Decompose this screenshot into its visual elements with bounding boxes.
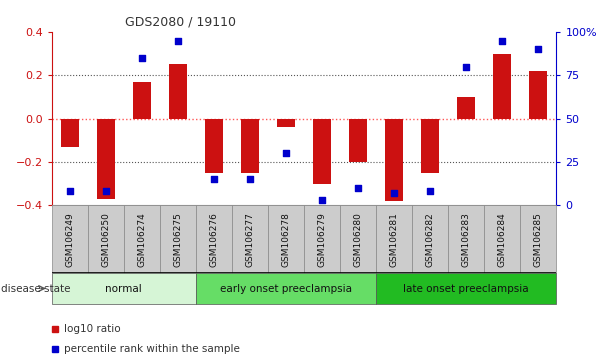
- Text: GSM106281: GSM106281: [390, 212, 399, 267]
- Bar: [88, 205, 124, 273]
- Bar: [520, 205, 556, 273]
- Point: [281, 150, 291, 156]
- Bar: [530, 71, 547, 119]
- Bar: [52, 273, 196, 304]
- Bar: [313, 119, 331, 184]
- Text: normal: normal: [105, 284, 142, 293]
- Text: GSM106249: GSM106249: [65, 212, 74, 267]
- Bar: [52, 205, 88, 273]
- Bar: [457, 97, 475, 119]
- Bar: [493, 53, 511, 119]
- Text: GSM106285: GSM106285: [534, 212, 543, 267]
- Bar: [421, 119, 439, 173]
- Bar: [196, 205, 232, 273]
- Point: [533, 46, 543, 52]
- Text: GSM106282: GSM106282: [426, 212, 435, 267]
- Point: [65, 189, 75, 194]
- Bar: [385, 119, 403, 201]
- Point: [389, 190, 399, 196]
- Text: log10 ratio: log10 ratio: [64, 324, 120, 334]
- Text: GSM106280: GSM106280: [354, 212, 362, 267]
- Bar: [169, 64, 187, 119]
- Bar: [340, 205, 376, 273]
- Point: [317, 197, 327, 203]
- Text: GSM106284: GSM106284: [498, 212, 506, 267]
- Text: GSM106275: GSM106275: [173, 212, 182, 267]
- Text: GDS2080 / 19110: GDS2080 / 19110: [125, 16, 236, 29]
- Bar: [205, 119, 223, 173]
- Text: late onset preeclampsia: late onset preeclampsia: [403, 284, 529, 293]
- Text: GSM106250: GSM106250: [102, 212, 110, 267]
- Bar: [124, 205, 160, 273]
- Point: [137, 55, 147, 61]
- Bar: [196, 273, 376, 304]
- Point: [101, 189, 111, 194]
- Point: [426, 189, 435, 194]
- Bar: [97, 119, 115, 199]
- Bar: [160, 205, 196, 273]
- Bar: [232, 205, 268, 273]
- Text: early onset preeclampsia: early onset preeclampsia: [220, 284, 352, 293]
- Text: GSM106278: GSM106278: [282, 212, 291, 267]
- Bar: [412, 205, 448, 273]
- Text: GSM106276: GSM106276: [209, 212, 218, 267]
- Bar: [484, 205, 520, 273]
- Text: GSM106274: GSM106274: [137, 212, 147, 267]
- Bar: [349, 119, 367, 162]
- Bar: [61, 119, 78, 147]
- Point: [497, 38, 507, 44]
- Bar: [376, 273, 556, 304]
- Bar: [133, 82, 151, 119]
- Text: percentile rank within the sample: percentile rank within the sample: [64, 344, 240, 354]
- Text: GSM106277: GSM106277: [246, 212, 254, 267]
- Point: [353, 185, 363, 191]
- Text: GSM106283: GSM106283: [461, 212, 471, 267]
- Bar: [268, 205, 304, 273]
- Text: GSM106279: GSM106279: [317, 212, 326, 267]
- Point: [245, 176, 255, 182]
- Bar: [277, 119, 295, 127]
- Point: [461, 64, 471, 69]
- Text: disease state: disease state: [1, 284, 71, 293]
- Point: [173, 38, 183, 44]
- Bar: [241, 119, 259, 173]
- Bar: [376, 205, 412, 273]
- Bar: [304, 205, 340, 273]
- Point: [209, 176, 219, 182]
- Bar: [448, 205, 484, 273]
